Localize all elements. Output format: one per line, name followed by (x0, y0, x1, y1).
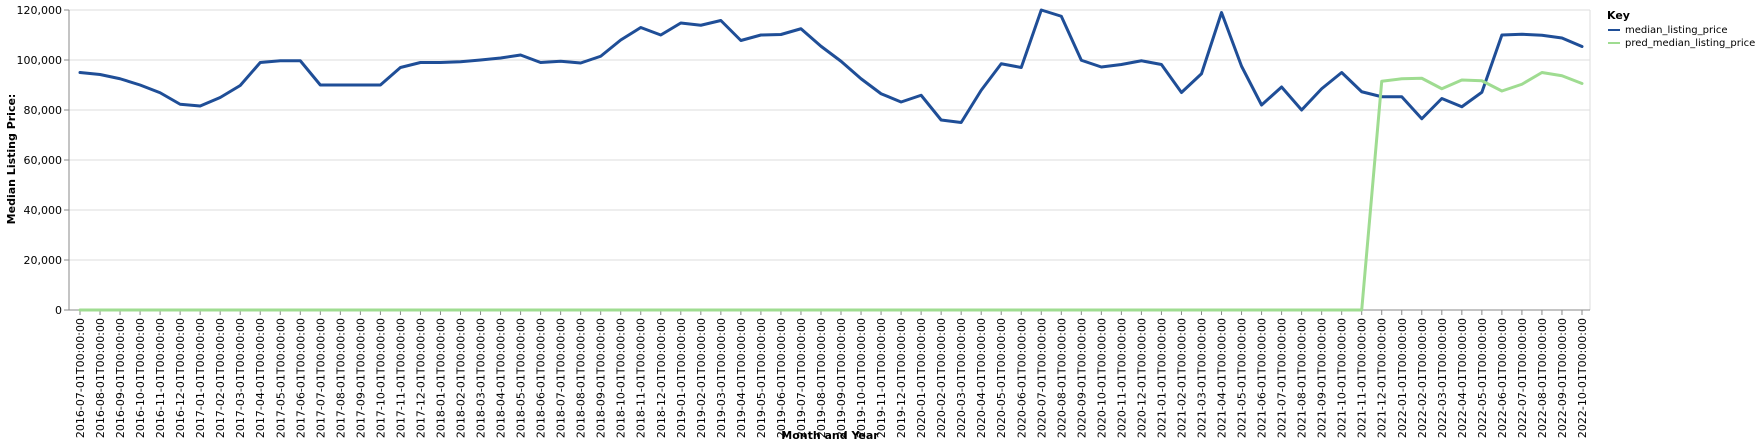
x-tick-label: 2017-05-01T00:00:00 (274, 318, 287, 438)
x-tick-label: 2022-07-01T00:00:00 (1516, 318, 1529, 438)
x-tick-label: 2018-02-01T00:00:00 (455, 318, 468, 438)
x-tick-label: 2019-08-01T00:00:00 (815, 318, 828, 438)
series-line-median_listing_price (78, 8, 1584, 124)
x-tick-label: 2020-09-01T00:00:00 (1075, 318, 1088, 438)
x-tick-label: 2020-04-01T00:00:00 (975, 318, 988, 438)
y-axis: 0 20,000 40,000 60,000 80,000 100,000 120,000 (17, 4, 70, 317)
x-tick-label: 2018-09-01T00:00:00 (595, 318, 608, 438)
plot-area (78, 8, 1584, 312)
x-tick-label: 2016-09-01T00:00:00 (114, 318, 127, 438)
x-tick-label: 2022-02-01T00:00:00 (1416, 318, 1429, 438)
x-tick-label: 2021-01-01T00:00:00 (1155, 318, 1168, 438)
x-tick-label: 2016-07-01T00:00:00 (74, 318, 87, 438)
x-tick-label: 2018-11-01T00:00:00 (635, 318, 648, 438)
x-tick-label: 2022-06-01T00:00:00 (1496, 318, 1509, 438)
x-tick-label: 2019-09-01T00:00:00 (835, 318, 848, 438)
x-tick-label: 2019-03-01T00:00:00 (715, 318, 728, 438)
x-tick-label: 2018-01-01T00:00:00 (434, 318, 447, 438)
y-tick-label: 80,000 (24, 104, 63, 117)
x-tick-label: 2022-09-01T00:00:00 (1556, 318, 1569, 438)
x-tick-label: 2017-06-01T00:00:00 (294, 318, 307, 438)
x-tick-label: 2021-06-01T00:00:00 (1256, 318, 1269, 438)
y-axis-title: Median Listing Price: (5, 94, 18, 225)
x-tick-label: 2017-04-01T00:00:00 (254, 318, 267, 438)
y-tick-label: 60,000 (24, 154, 63, 167)
x-tick-label: 2021-03-01T00:00:00 (1195, 318, 1208, 438)
x-tick-label: 2022-05-01T00:00:00 (1476, 318, 1489, 438)
y-tick-label: 120,000 (17, 4, 63, 17)
x-tick-label: 2016-12-01T00:00:00 (174, 318, 187, 438)
x-tick-label: 2019-02-01T00:00:00 (695, 318, 708, 438)
x-tick-label: 2022-04-01T00:00:00 (1456, 318, 1469, 438)
x-tick-label: 2017-07-01T00:00:00 (314, 318, 327, 438)
series-line-pred_median_listing_price (78, 71, 1584, 312)
x-tick-label: 2021-04-01T00:00:00 (1216, 318, 1229, 438)
x-tick-label: 2021-12-01T00:00:00 (1376, 318, 1389, 438)
x-tick-label: 2018-12-01T00:00:00 (655, 318, 668, 438)
y-tick-label: 20,000 (24, 254, 63, 267)
x-tick-label: 2016-08-01T00:00:00 (94, 318, 107, 438)
x-tick-label: 2021-02-01T00:00:00 (1175, 318, 1188, 438)
x-tick-label: 2022-03-01T00:00:00 (1436, 318, 1449, 438)
x-tick-label: 2017-08-01T00:00:00 (334, 318, 347, 438)
x-tick-label: 2018-08-01T00:00:00 (575, 318, 588, 438)
x-tick-label: 2018-07-01T00:00:00 (555, 318, 568, 438)
x-tick-label: 2018-10-01T00:00:00 (615, 318, 628, 438)
y-tick-label: 40,000 (24, 204, 63, 217)
x-tick-label: 2021-07-01T00:00:00 (1276, 318, 1289, 438)
x-tick-label: 2017-10-01T00:00:00 (374, 318, 387, 438)
x-tick-label: 2022-01-01T00:00:00 (1396, 318, 1409, 438)
x-tick-label: 2017-01-01T00:00:00 (194, 318, 207, 438)
x-tick-label: 2020-02-01T00:00:00 (935, 318, 948, 438)
x-tick-label: 2019-01-01T00:00:00 (675, 318, 688, 438)
x-tick-label: 2020-06-01T00:00:00 (1015, 318, 1028, 438)
y-tick-label: 100,000 (17, 54, 63, 67)
gridlines (69, 9, 1591, 311)
x-tick-label: 2017-12-01T00:00:00 (414, 318, 427, 438)
x-tick-label: 2017-02-01T00:00:00 (214, 318, 227, 438)
x-tick-label: 2018-05-01T00:00:00 (515, 318, 528, 438)
x-tick-label: 2019-04-01T00:00:00 (735, 318, 748, 438)
x-tick-label: 2019-10-01T00:00:00 (855, 318, 868, 438)
legend-label: median_listing_price (1625, 25, 1728, 36)
x-tick-label: 2017-11-01T00:00:00 (394, 318, 407, 438)
x-tick-label: 2020-03-01T00:00:00 (955, 318, 968, 438)
x-tick-label: 2021-11-01T00:00:00 (1356, 318, 1369, 438)
x-tick-label: 2016-10-01T00:00:00 (134, 318, 147, 438)
x-axis: 2016-07-01T00:00:00 2016-08-01T00:00:00 20… (69, 309, 1590, 438)
y-tick-label: 0 (55, 304, 62, 317)
x-tick-label: 2019-05-01T00:00:00 (755, 318, 768, 438)
x-tick-label: 2018-04-01T00:00:00 (495, 318, 508, 438)
x-tick-label: 2020-10-01T00:00:00 (1095, 318, 1108, 438)
x-tick-label: 2019-07-01T00:00:00 (795, 318, 808, 438)
x-tick-label: 2019-12-01T00:00:00 (895, 318, 908, 438)
x-tick-label: 2021-08-01T00:00:00 (1296, 318, 1309, 438)
legend-title: Key (1607, 9, 1630, 22)
x-tick-label: 2020-05-01T00:00:00 (995, 318, 1008, 438)
x-tick-label: 2022-08-01T00:00:00 (1536, 318, 1549, 438)
legend-label: pred_median_listing_price (1625, 38, 1755, 49)
x-tick-label: 2019-06-01T00:00:00 (775, 318, 788, 438)
x-tick-label: 2016-11-01T00:00:00 (154, 318, 167, 438)
x-tick-label: 2020-07-01T00:00:00 (1035, 318, 1048, 438)
x-tick-label: 2018-03-01T00:00:00 (475, 318, 488, 438)
x-tick-label: 2022-10-01T00:00:00 (1576, 318, 1589, 438)
legend: Key median_listing_price pred_median_list… (1607, 9, 1755, 49)
x-tick-label: 2018-06-01T00:00:00 (535, 318, 548, 438)
x-tick-label: 2021-09-01T00:00:00 (1316, 318, 1329, 438)
x-tick-label: 2020-11-01T00:00:00 (1115, 318, 1128, 438)
x-tick-label: 2021-10-01T00:00:00 (1336, 318, 1349, 438)
x-tick-label: 2020-08-01T00:00:00 (1055, 318, 1068, 438)
x-tick-label: 2017-03-01T00:00:00 (234, 318, 247, 438)
x-tick-label: 2017-09-01T00:00:00 (354, 318, 367, 438)
x-tick-label: 2021-05-01T00:00:00 (1236, 318, 1249, 438)
x-tick-label: 2020-01-01T00:00:00 (915, 318, 928, 438)
x-axis-title: Month and Year (781, 429, 879, 442)
x-tick-label: 2020-12-01T00:00:00 (1135, 318, 1148, 438)
x-tick-label: 2019-11-01T00:00:00 (875, 318, 888, 438)
